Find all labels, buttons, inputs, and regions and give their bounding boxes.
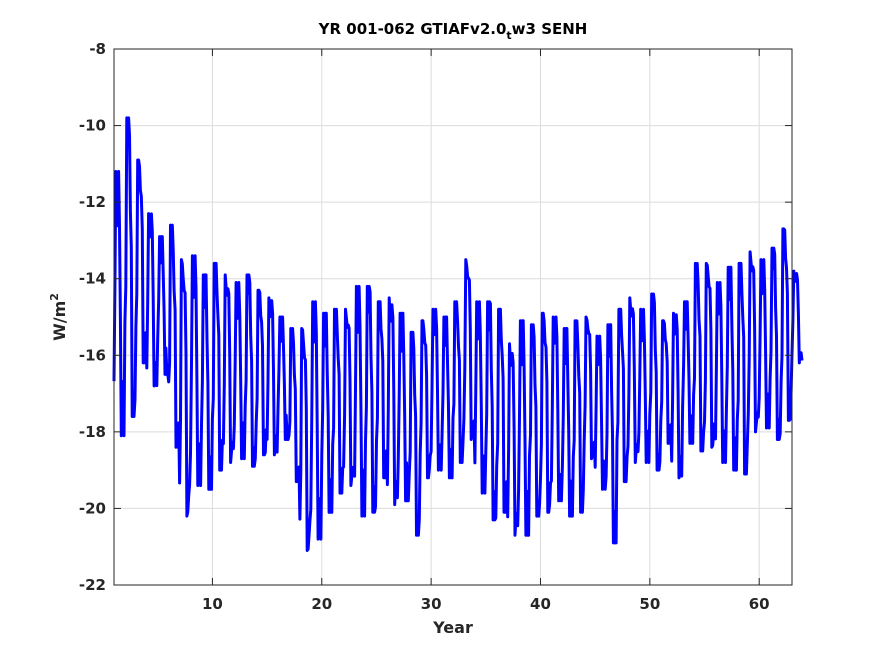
plot-frame (113, 48, 793, 586)
y-tick-label: -8 (89, 40, 106, 58)
x-tick-label: 10 (202, 595, 223, 613)
y-tick-label: -12 (79, 193, 106, 211)
x-tick-label: 20 (311, 595, 332, 613)
x-tick-label: 30 (421, 595, 442, 613)
x-axis-title: Year (432, 618, 473, 637)
series-line-0 (112, 116, 804, 552)
title-suffix: w3 SENH (512, 20, 588, 38)
y-tick-label: -18 (79, 423, 106, 441)
y-tick-label: -20 (79, 499, 106, 517)
y-axis-title: W/m2 (48, 293, 69, 341)
title-subscript: t (506, 29, 511, 42)
y-tick-label: -16 (79, 346, 106, 364)
x-tick-label: 40 (530, 595, 551, 613)
chart-title: YR 001-062 GTIAFv2.0tw3 SENH (318, 20, 588, 42)
plot-area (114, 49, 792, 585)
series-group (112, 116, 804, 552)
y-axis-title-base: W/m (50, 301, 69, 341)
y-tick-label: -10 (79, 117, 106, 135)
title-main: YR 001-062 GTIAFv2.0 (318, 20, 507, 38)
tick-labels: 10 20 30 40 50 60 -8 -10 -12 -14 -16 -18 -20 -22 (79, 40, 770, 613)
y-tick-label: -22 (79, 576, 106, 594)
y-axis-title-superscript: 2 (48, 293, 61, 301)
x-tick-label: 60 (749, 595, 770, 613)
y-tick-label: -14 (79, 270, 106, 288)
x-tick-label: 50 (639, 595, 660, 613)
ticks (114, 48, 792, 586)
